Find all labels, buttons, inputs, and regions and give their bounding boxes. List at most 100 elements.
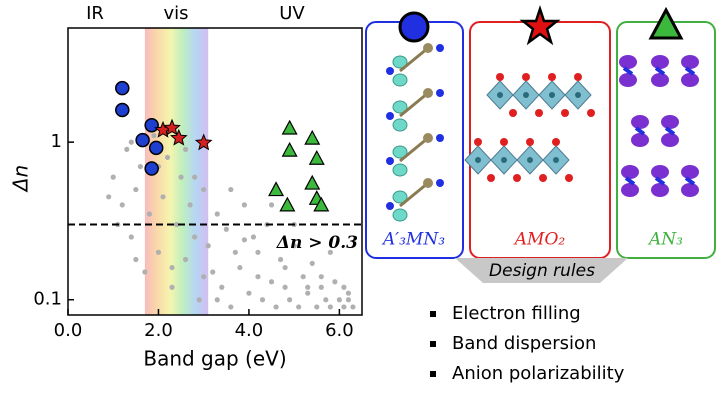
data-point <box>279 196 296 212</box>
icon-star <box>519 5 561 46</box>
data-point <box>268 181 285 197</box>
atom <box>509 109 517 117</box>
data-point <box>241 237 247 243</box>
data-point <box>178 174 184 180</box>
atom <box>392 73 408 87</box>
data-point <box>173 221 180 228</box>
data-point <box>255 249 261 255</box>
atom <box>575 92 581 98</box>
data-point <box>192 234 198 240</box>
atom <box>619 55 637 69</box>
data-point <box>169 284 175 290</box>
data-point <box>115 102 130 118</box>
data-point <box>304 129 321 145</box>
data-point <box>291 243 297 249</box>
atom <box>392 118 408 132</box>
panel-label: AMO₂ <box>513 230 566 250</box>
data-point <box>332 279 338 285</box>
data-point <box>287 297 293 303</box>
data-point <box>282 264 288 271</box>
atom <box>423 88 433 98</box>
atom <box>436 89 444 97</box>
data-point <box>296 304 302 310</box>
data-point <box>241 202 247 208</box>
atom <box>497 92 503 98</box>
data-point <box>345 290 352 296</box>
atom <box>619 73 637 87</box>
atom <box>386 202 394 210</box>
data-point <box>304 174 321 190</box>
bond <box>684 176 696 186</box>
data-point <box>106 194 112 200</box>
data-point <box>192 174 198 180</box>
atom <box>587 109 595 117</box>
data-point <box>341 284 347 290</box>
bond <box>684 66 696 76</box>
bond <box>622 66 634 76</box>
bond <box>654 66 666 76</box>
data-point <box>273 304 279 310</box>
data-point <box>223 226 229 232</box>
data-point <box>135 132 150 148</box>
icon-triangle <box>648 6 684 40</box>
design-rule: Band dispersion <box>452 333 596 354</box>
atom <box>392 163 408 177</box>
data-point <box>151 133 157 139</box>
atom <box>423 43 433 53</box>
x-tick-label: 2.0 <box>144 320 173 341</box>
atom <box>621 165 639 179</box>
data-point <box>160 194 166 200</box>
data-point <box>137 163 143 170</box>
atom <box>392 208 408 222</box>
atom <box>386 157 394 165</box>
atom <box>436 44 444 52</box>
data-point <box>281 119 298 135</box>
data-point <box>196 297 202 303</box>
data-point <box>148 140 164 156</box>
atom <box>681 55 699 69</box>
bond <box>399 91 429 118</box>
data-point <box>318 284 324 290</box>
bond <box>634 126 646 136</box>
bullet <box>430 311 436 317</box>
x-tick-label: 0.0 <box>54 320 83 341</box>
data-point <box>169 264 175 271</box>
data-point <box>163 118 181 136</box>
arrow-shape <box>455 258 628 283</box>
atom <box>574 73 582 81</box>
data-point <box>237 264 243 271</box>
bond <box>654 176 666 186</box>
data-point <box>183 256 189 263</box>
data-point <box>246 290 252 296</box>
atom <box>436 179 444 187</box>
y-axis-label: Δn <box>9 165 33 193</box>
atom <box>631 115 649 129</box>
atom <box>661 133 679 147</box>
data-point <box>128 139 134 145</box>
bond <box>624 176 636 186</box>
data-point <box>327 304 333 310</box>
atom <box>501 157 507 163</box>
threshold-label: Δn > 0.3 <box>276 233 358 253</box>
icon-circle <box>398 11 430 43</box>
region-label: IR <box>86 3 104 24</box>
atom <box>475 157 481 163</box>
data-point <box>268 202 275 208</box>
atom <box>651 183 669 197</box>
atom <box>552 138 560 146</box>
atom <box>631 133 649 147</box>
panel-frame <box>469 21 611 259</box>
bullet <box>430 341 436 347</box>
data-point <box>313 196 330 212</box>
atom <box>539 174 547 182</box>
bond <box>399 46 429 73</box>
panel-label: AN₃ <box>647 230 683 250</box>
data-point <box>309 260 315 267</box>
data-point <box>144 117 159 133</box>
data-point <box>268 279 275 285</box>
data-point <box>277 256 284 263</box>
data-point <box>308 150 325 165</box>
atom <box>386 67 394 75</box>
data-point <box>142 269 148 275</box>
data-point <box>255 274 261 280</box>
